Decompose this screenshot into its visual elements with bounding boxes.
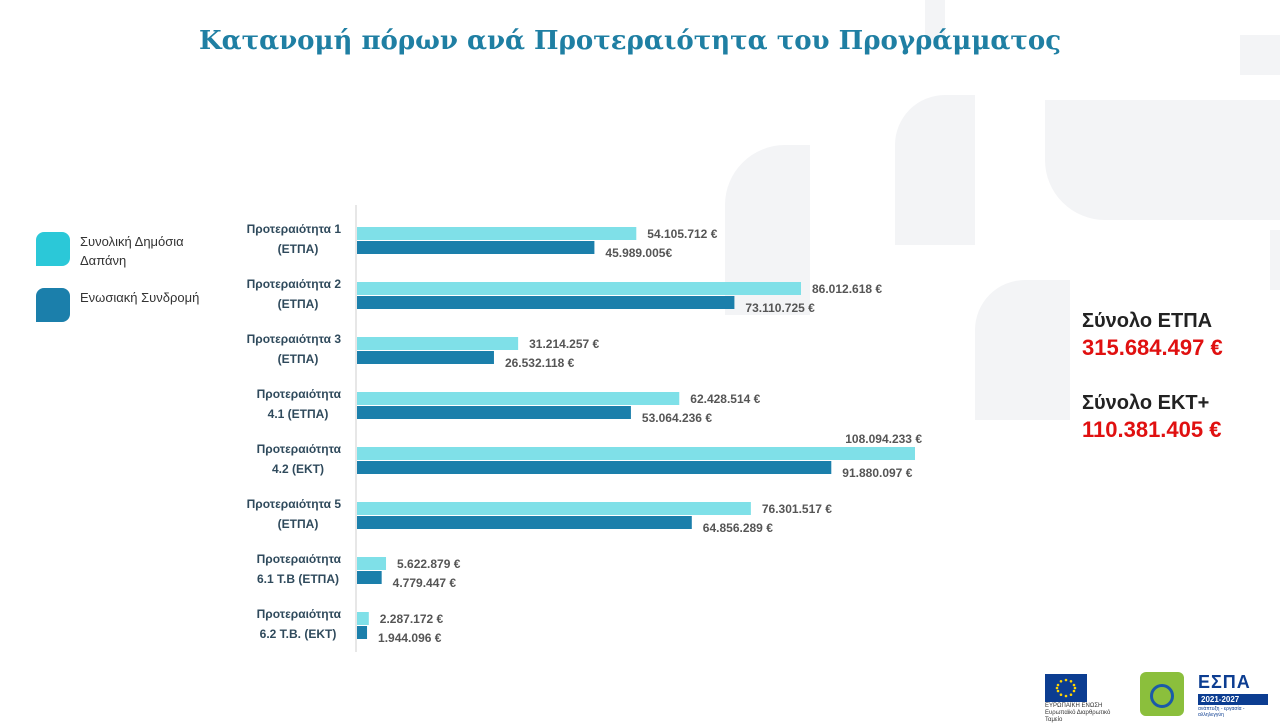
data-label: 2.287.172 € <box>380 612 444 626</box>
legend-label: Συνολική Δημόσια Δαπάνη <box>80 234 184 268</box>
eu-flag-logo <box>1045 674 1087 702</box>
background-shape <box>895 95 975 245</box>
total-label: Σύνολο ΕΤΠΑ <box>1082 310 1213 332</box>
category-label: Προτεραιότητα 4.2 (ΕΚΤ) <box>257 442 342 476</box>
total-esf: Σύνολο ΕΚΤ+ 110.381.405 € <box>1082 390 1223 444</box>
data-label: 54.105.712 € <box>647 227 717 241</box>
bar-total-public-expenditure <box>357 612 369 625</box>
bar-eu-contribution <box>357 516 692 529</box>
data-label: 73.110.725 € <box>745 301 815 315</box>
background-shape <box>975 280 1070 420</box>
bar-eu-contribution <box>357 241 595 254</box>
total-label: Σύνολο ΕΚΤ+ <box>1082 392 1210 414</box>
category-label: Προτεραιότητα 2 (ΕΤΠΑ) <box>247 277 342 311</box>
espa-logo-years: 2021-2027 <box>1198 694 1268 705</box>
espa-logo-tagline: ανάπτυξη - εργασία - αλληλεγγύη <box>1198 706 1245 718</box>
bar-eu-contribution <box>357 461 832 474</box>
data-label: 91.880.097 € <box>842 466 912 480</box>
total-value: 315.684.497 € <box>1082 335 1223 360</box>
bar-total-public-expenditure <box>357 502 751 515</box>
totals-panel: Σύνολο ΕΤΠΑ 315.684.497 € Σύνολο ΕΚΤ+ 11… <box>1082 308 1223 472</box>
data-label: 108.094.233 € <box>845 432 922 446</box>
eu-stars-icon <box>1055 678 1077 698</box>
background-shape <box>1270 230 1280 290</box>
bar-eu-contribution <box>357 296 735 309</box>
program-logo-icon <box>1150 684 1174 708</box>
category-label: Προτεραιότητα 3 (ΕΤΠΑ) <box>247 332 342 366</box>
espa-logo-word: ΕΣΠΑ <box>1198 672 1251 692</box>
bar-eu-contribution <box>357 571 382 584</box>
data-label: 5.622.879 € <box>397 557 461 571</box>
data-label: 86.012.618 € <box>812 282 882 296</box>
data-label: 76.301.517 € <box>762 502 832 516</box>
legend-item: Ενωσιακή Συνδρομή <box>36 288 200 322</box>
data-label: 1.944.096 € <box>378 631 442 645</box>
legend-label: Ενωσιακή Συνδρομή <box>80 290 200 305</box>
total-erdf: Σύνολο ΕΤΠΑ 315.684.497 € <box>1082 308 1223 362</box>
background-shape <box>1240 35 1280 75</box>
background-shape <box>1045 100 1280 220</box>
page-title: Κατανομή πόρων ανά Προτεραιότητα του Προ… <box>198 26 1062 56</box>
legend-swatch-eu <box>36 288 70 322</box>
category-label: Προτεραιότητα 5 (ΕΤΠΑ) <box>247 497 342 531</box>
bar-total-public-expenditure <box>357 337 519 350</box>
data-label: 26.532.118 € <box>505 356 575 370</box>
espa-logo: ΕΣΠΑ 2021-2027 ανάπτυξη - εργασία - αλλη… <box>1198 672 1268 718</box>
category-label: Προτεραιότητα 1 (ΕΤΠΑ) <box>247 222 342 256</box>
data-label: 64.856.289 € <box>703 521 773 535</box>
bar-total-public-expenditure <box>357 282 802 295</box>
data-label: 53.064.236 € <box>642 411 712 425</box>
category-label: Προτεραιότητα 4.1 (ΕΤΠΑ) <box>257 387 342 421</box>
eu-logo-line1: ΕΥΡΩΠΑΪΚΗ ΕΝΩΣΗ <box>1045 703 1103 709</box>
bar-eu-contribution <box>357 626 368 639</box>
category-label: Προτεραιότητα 6.1 Τ.Β (ΕΤΠΑ) <box>257 552 342 586</box>
total-value: 110.381.405 € <box>1082 417 1222 442</box>
eu-logo-line2: Ευρωπαϊκό Διαρθρωτικό Ταμείο <box>1045 710 1111 723</box>
bar-chart: Προτεραιότητα 1 (ΕΤΠΑ) 54.105.712 € 45.989.… <box>247 205 922 652</box>
bar-total-public-expenditure <box>357 227 637 240</box>
data-label: 4.779.447 € <box>393 576 457 590</box>
bar-total-public-expenditure <box>357 557 387 570</box>
bar-total-public-expenditure <box>357 447 915 460</box>
bar-total-public-expenditure <box>357 392 680 405</box>
eu-logo-text: ΕΥΡΩΠΑΪΚΗ ΕΝΩΣΗ Ευρωπαϊκό Διαρθρωτικό Τα… <box>1045 703 1125 724</box>
data-label: 45.989.005€ <box>605 246 672 260</box>
category-label: Προτεραιότητα 6.2 Τ.Β. (ΕΚΤ) <box>257 607 342 641</box>
background-shape <box>925 0 945 40</box>
legend-swatch-total <box>36 232 70 266</box>
data-label: 31.214.257 € <box>529 337 599 351</box>
chart-legend: Συνολική Δημόσια Δαπάνη Ενωσιακή Συνδρομ… <box>36 232 200 340</box>
bar-eu-contribution <box>357 351 494 364</box>
bar-eu-contribution <box>357 406 631 419</box>
data-label: 62.428.514 € <box>690 392 760 406</box>
legend-item: Συνολική Δημόσια Δαπάνη <box>36 232 200 270</box>
